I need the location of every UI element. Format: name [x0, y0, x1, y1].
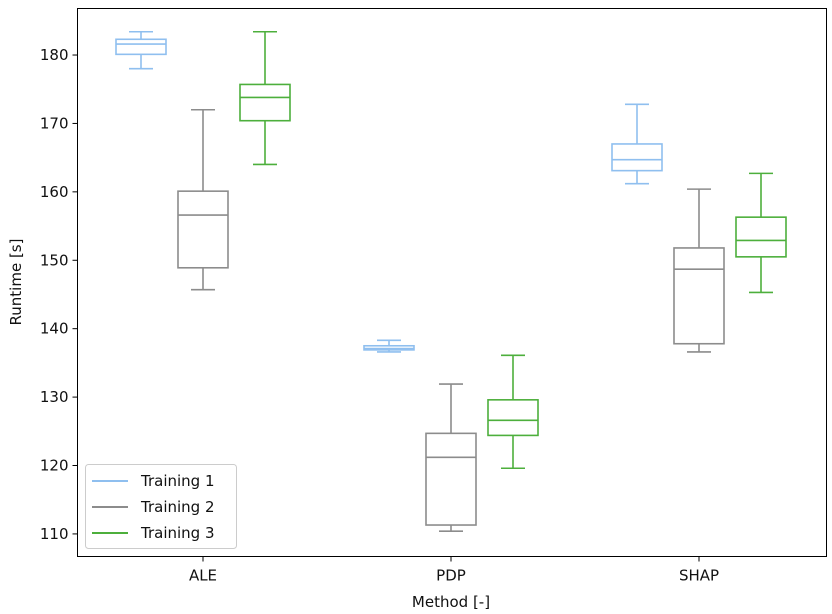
iqr-box — [239, 83, 291, 122]
y-tick-label: 150 — [40, 251, 69, 269]
y-axis-label: Runtime [s] — [7, 239, 25, 326]
y-tick-label: 180 — [40, 46, 69, 64]
y-tick-label: 120 — [40, 457, 69, 475]
box-ale-3 — [239, 30, 291, 166]
iqr-box — [487, 399, 539, 437]
y-tick-label: 160 — [40, 183, 69, 201]
box-ale-1 — [115, 30, 167, 70]
iqr-box — [115, 38, 167, 56]
legend-label: Training 3 — [140, 524, 215, 542]
x-tick-label: PDP — [436, 567, 466, 585]
iqr-box — [177, 190, 229, 269]
y-tick-label: 170 — [40, 114, 69, 132]
iqr-box — [425, 432, 477, 526]
box-shap-2 — [673, 188, 725, 353]
x-axis-label: Method [-] — [412, 593, 490, 611]
x-tick-label: SHAP — [679, 567, 719, 585]
box-ale-2 — [177, 108, 229, 291]
iqr-box — [735, 216, 787, 258]
y-axis: 110 120 130 140 150 160 170 180 — [40, 46, 78, 543]
x-axis: ALE PDP SHAP — [189, 556, 719, 585]
legend-label: Training 2 — [140, 498, 215, 516]
y-tick-label: 130 — [40, 388, 69, 406]
box-shap-3 — [735, 172, 787, 294]
y-tick-label: 110 — [40, 525, 69, 543]
iqr-box — [611, 143, 663, 172]
box-pdp-1 — [363, 339, 415, 353]
iqr-box — [673, 247, 725, 345]
box-pdp-3 — [487, 354, 539, 470]
legend-label: Training 1 — [140, 472, 215, 490]
x-tick-label: ALE — [189, 567, 217, 585]
y-tick-label: 140 — [40, 320, 69, 338]
legend-frame — [85, 464, 237, 549]
legend: Training 1 Training 2 Training 3 — [85, 464, 237, 549]
box-pdp-2 — [425, 383, 477, 532]
box-shap-1 — [611, 103, 663, 185]
box-groups — [115, 30, 787, 532]
